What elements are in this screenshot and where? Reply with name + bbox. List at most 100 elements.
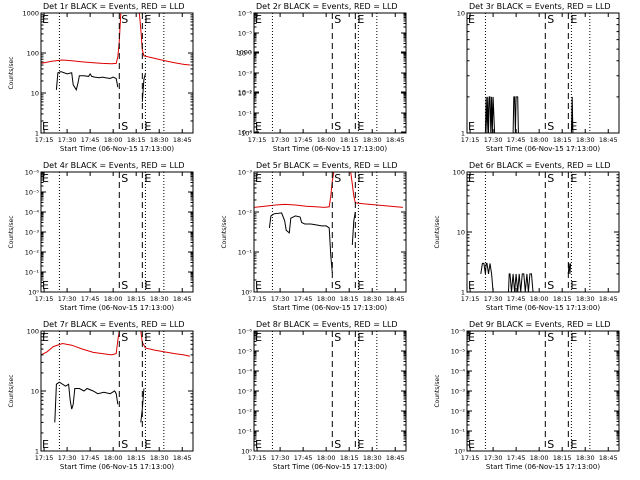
y-tick-label: 10⁰: [241, 289, 252, 297]
marker-label-top: S: [121, 13, 128, 26]
marker-label-top: E: [144, 13, 151, 26]
marker-label-bottom: S: [334, 120, 341, 133]
y-tick-label: 10: [31, 90, 39, 98]
y-tick-label: 10⁻⁶: [25, 169, 40, 177]
x-tick-label: 17:30: [271, 454, 290, 462]
panel-det-9r: Det 9r BLACK = Events, RED = LLD E E S S E E 17…: [434, 320, 620, 471]
x-tick-label: 18:30: [576, 454, 595, 462]
marker-label-bottom: E: [357, 120, 364, 133]
y-tick-label: 10⁻³: [25, 229, 40, 237]
y-tick-label: 1: [35, 448, 39, 456]
plot-frame: [253, 12, 407, 134]
marker-label-bottom: E: [357, 438, 364, 451]
x-axis-label: Start Time (06-Nov-15 17:13:00): [273, 463, 387, 471]
panel-title: Det 5r BLACK = Events, RED = LLD: [256, 161, 398, 170]
y-tick-label: 100: [27, 50, 39, 58]
panel-title: Det 4r BLACK = Events, RED = LLD: [43, 161, 185, 170]
x-tick-label: 18:30: [576, 295, 595, 303]
marker-label-bottom: S: [334, 279, 341, 292]
series-lld-line: [254, 172, 403, 208]
x-tick-label: 17:45: [294, 454, 313, 462]
x-tick-label: 17:15: [248, 136, 267, 144]
x-tick-label: 18:30: [150, 454, 169, 462]
y-tick-label: 10⁻¹: [451, 428, 466, 436]
marker-label-top: E: [144, 172, 151, 185]
x-tick-label: 18:45: [386, 295, 405, 303]
marker-label-bottom: S: [547, 279, 554, 292]
marker-label-bottom: S: [547, 120, 554, 133]
y-tick-label: 10⁰: [454, 448, 465, 456]
series-lld-line: [41, 331, 191, 357]
y-tick-label: 10⁰: [241, 448, 252, 456]
x-tick-label: 17:30: [484, 295, 503, 303]
x-tick-label: 18:15: [127, 295, 146, 303]
panel-det-5r: Det 5r BLACK = Events, RED = LLD E E S S E E 17…: [221, 49, 407, 312]
x-tick-label: 18:00: [317, 136, 336, 144]
series-events-line: [508, 273, 534, 292]
x-tick-label: 17:45: [81, 295, 100, 303]
x-tick-label: 18:00: [104, 454, 123, 462]
x-tick-label: 17:45: [294, 295, 313, 303]
x-tick-label: 17:15: [35, 295, 54, 303]
y-tick-label: 10⁰: [28, 289, 39, 297]
panel-title: Det 1r BLACK = Events, RED = LLD: [43, 2, 185, 11]
marker-label-bottom: E: [144, 120, 151, 133]
series-lld-line: [41, 13, 190, 66]
plot-frame: [253, 330, 407, 452]
x-tick-label: 18:15: [553, 295, 572, 303]
x-tick-label: 17:30: [58, 454, 77, 462]
plot-frame: [253, 171, 407, 293]
marker-label-top: S: [121, 331, 128, 344]
y-tick-label: 10: [31, 388, 39, 396]
y-tick-label: 1000: [235, 49, 252, 57]
y-tick-label: 10⁻²: [238, 209, 253, 217]
marker-label-top: E: [570, 13, 577, 26]
x-tick-label: 17:45: [507, 136, 526, 144]
y-tick-label: 100: [27, 328, 39, 336]
panel-det-6r: Det 6r BLACK = Events, RED = LLD E E S S E E 17…: [434, 161, 620, 312]
plot-frame: [466, 330, 620, 452]
x-tick-label: 18:15: [340, 295, 359, 303]
marker-label-bottom: S: [121, 279, 128, 292]
y-tick-label: 1: [461, 130, 465, 138]
y-tick-label: 10⁻³: [451, 388, 466, 396]
x-tick-label: 17:45: [507, 454, 526, 462]
x-tick-label: 17:15: [35, 136, 54, 144]
marker-label-bottom: E: [144, 279, 151, 292]
y-tick-label: 10⁻²: [451, 408, 466, 416]
marker-label-bottom: E: [570, 279, 577, 292]
x-tick-label: 18:15: [340, 136, 359, 144]
marker-label-bottom: E: [144, 438, 151, 451]
x-tick-label: 17:45: [81, 454, 100, 462]
x-tick-label: 18:45: [173, 454, 192, 462]
panel-det-3r: Det 3r BLACK = Events, RED = LLD E E S S E E 17…: [457, 2, 620, 153]
x-tick-label: 18:00: [104, 136, 123, 144]
x-axis-label: Start Time (06-Nov-15 17:13:00): [60, 145, 174, 153]
y-tick-label: 10⁻²: [25, 249, 40, 257]
series-events-line: [484, 96, 496, 133]
marker-label-bottom: E: [42, 438, 49, 451]
x-tick-label: 18:45: [173, 136, 192, 144]
marker-label-top: S: [334, 13, 341, 26]
marker-label-bottom: E: [42, 120, 49, 133]
marker-label-bottom: E: [468, 120, 475, 133]
y-axis-label: Counts/sec: [8, 374, 15, 407]
plot-frame: [466, 12, 620, 134]
x-tick-label: 18:15: [127, 454, 146, 462]
x-axis-label: Start Time (06-Nov-15 17:13:00): [486, 463, 600, 471]
x-axis-label: Start Time (06-Nov-15 17:13:00): [486, 145, 600, 153]
marker-label-top: S: [547, 13, 554, 26]
y-tick-label: 10⁻⁴: [238, 50, 253, 58]
marker-label-bottom: E: [255, 120, 262, 133]
y-tick-label: 10⁻⁴: [451, 368, 466, 376]
y-tick-label: 1: [461, 289, 465, 297]
x-tick-label: 18:45: [599, 295, 618, 303]
series-events-line: [140, 388, 145, 423]
x-tick-label: 17:15: [248, 295, 267, 303]
series-events-line: [512, 96, 519, 133]
y-tick-label: 10⁻¹: [238, 428, 253, 436]
y-tick-label: 10⁻⁵: [238, 348, 253, 356]
plot-frame: [466, 171, 620, 293]
marker-label-top: E: [42, 331, 49, 344]
panel-det-4r: Det 4r BLACK = Events, RED = LLD E E S S E E 17…: [8, 161, 194, 312]
